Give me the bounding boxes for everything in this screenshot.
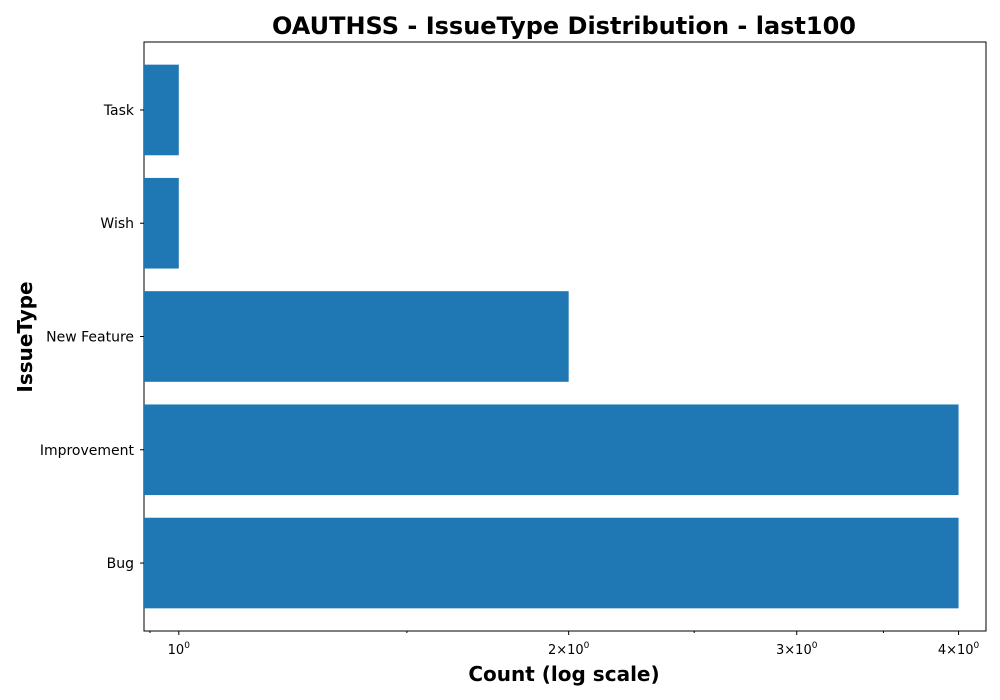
x-tick-label: 4×100 <box>938 641 980 658</box>
bar-task <box>144 64 179 156</box>
y-tick-label: Wish <box>100 216 134 232</box>
y-tick-label: Bug <box>107 556 134 572</box>
x-axis-ticks: 100 2×100 3×100 4×100 <box>149 631 980 658</box>
x-axis-label: Count (log scale) <box>468 662 659 686</box>
y-tick-label: Improvement <box>40 443 135 459</box>
x-tick-label: 2×100 <box>548 641 590 658</box>
y-tick-label: Task <box>103 103 135 119</box>
y-tick-label: New Feature <box>46 330 134 346</box>
y-axis-label: IssueType <box>13 281 37 392</box>
bars-group <box>144 64 959 609</box>
bar-new-feature <box>144 291 569 382</box>
y-axis-ticks: Bug Improvement New Feature Wish Task <box>40 103 144 572</box>
bar-bug <box>144 517 959 609</box>
x-tick-label: 100 <box>168 641 191 658</box>
chart-title: OAUTHSS - IssueType Distribution - last1… <box>272 12 856 40</box>
bar-improvement <box>144 404 959 496</box>
x-tick-label: 3×100 <box>776 641 818 658</box>
bar-wish <box>144 177 179 269</box>
